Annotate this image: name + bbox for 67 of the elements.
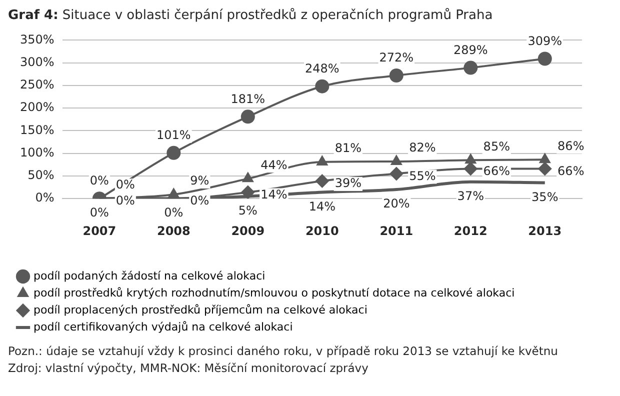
data-label: 35% (532, 190, 558, 204)
data-label: 44% (260, 158, 288, 172)
data-label: 14% (308, 199, 336, 214)
data-label: 181% (230, 92, 266, 106)
y-tick-label: 150% (20, 122, 54, 137)
data-label: 86% (558, 138, 584, 153)
x-tick-label: 2008 (156, 224, 190, 238)
data-label: 0% (116, 178, 135, 192)
data-label: 0% (164, 206, 184, 220)
point (240, 185, 255, 199)
x-tick-label: 2009 (231, 224, 265, 238)
data-label: 85% (483, 139, 510, 154)
data-label: 20% (383, 196, 410, 211)
y-tick-label: 250% (20, 78, 54, 92)
y-tick-label: 0% (35, 190, 54, 205)
point (166, 146, 181, 160)
legend-label: podíl podaných žádostí na celkové alokaci (34, 269, 266, 282)
point (464, 162, 478, 176)
data-label: 0% (90, 174, 109, 188)
y-tick-label: 50% (28, 168, 54, 182)
point (240, 110, 255, 124)
point (242, 172, 254, 182)
data-label: 0% (90, 206, 109, 220)
data-label: 0% (116, 194, 135, 208)
y-tick-label: 200% (20, 100, 54, 114)
data-label: 248% (304, 61, 340, 76)
data-label: 55% (409, 168, 436, 183)
point (538, 152, 551, 164)
data-label: 81% (334, 141, 362, 156)
text: Zdroj: vlastní výpočty, MMR-NOK: Měsíční monitorovací zprávy (8, 360, 370, 377)
point (168, 188, 180, 198)
point (464, 153, 477, 164)
point (389, 166, 404, 181)
data-label: 5% (238, 203, 258, 218)
data-label: 272% (379, 50, 414, 65)
x-tick-label: 2010 (305, 224, 339, 238)
data-label: 66% (483, 164, 510, 178)
point (315, 174, 330, 188)
data-label: 39% (334, 176, 362, 190)
legend-label: podíl certifikovaných výdajů na celkové alokaci (34, 320, 293, 334)
point (316, 154, 328, 166)
data-label: 14% (260, 187, 288, 202)
point (538, 52, 552, 66)
legend-label: podíl proplacených prostředků příjemcům na celkové alokaci (34, 303, 368, 316)
x-tick-label: 2011 (380, 224, 414, 238)
legend-label: podíl prostředků krytých rozhodnutím/smlouvou o poskytnutí dotace na celkové alokaci (34, 286, 515, 300)
data-label: 0% (190, 194, 210, 208)
point (390, 154, 402, 165)
data-label: 9% (190, 174, 210, 188)
text: Pozn.: údaje se vztahují vždy k prosinci daného roku, v případě roku 2013 se vztahují ke květnu (8, 343, 559, 360)
data-label: 101% (156, 128, 191, 142)
data-label: 289% (453, 42, 488, 57)
y-tick-label: 300% (20, 54, 54, 69)
data-label: 66% (558, 164, 584, 178)
y-tick-label: 100% (20, 145, 54, 160)
x-tick-label: 2013 (528, 224, 562, 238)
x-tick-label: 2007 (82, 224, 116, 238)
x-tick-label: 2012 (454, 224, 488, 238)
point (315, 79, 330, 94)
data-label: 37% (457, 188, 484, 203)
point (464, 60, 478, 75)
chart-title: Graf 4: Situace v oblasti čerpání prostředků z operačních programů Praha (8, 8, 494, 23)
data-label: 82% (409, 140, 436, 155)
point (538, 162, 552, 176)
data-label: 309% (528, 34, 562, 48)
y-tick-label: 350% (20, 32, 54, 46)
point (389, 68, 404, 82)
